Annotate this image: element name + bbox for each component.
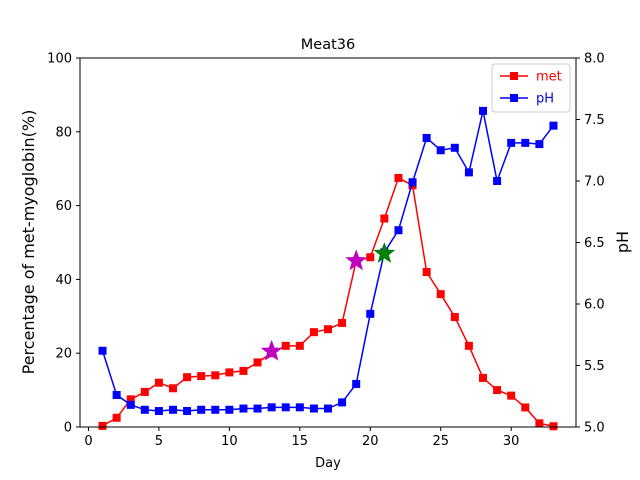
series-point-met <box>366 253 375 262</box>
series-point-ph <box>112 391 121 400</box>
series-point-ph <box>295 403 304 412</box>
series-point-met <box>309 328 318 337</box>
y-right-tick-label: 7.0 <box>584 175 605 190</box>
series-point-ph <box>140 405 149 414</box>
series-point-ph <box>183 407 192 416</box>
series-point-ph <box>338 398 347 407</box>
series-point-met <box>112 413 121 422</box>
series-point-ph <box>521 138 530 147</box>
series-point-met <box>507 391 516 400</box>
series-point-met <box>479 373 487 382</box>
y-right-tick-label: 6.5 <box>584 236 605 251</box>
series-point-ph <box>98 346 107 355</box>
x-tick-label: 30 <box>503 434 520 449</box>
y-left-tick-label: 60 <box>55 199 72 214</box>
series-point-ph <box>450 143 459 152</box>
series-point-met <box>493 386 502 395</box>
series-point-ph <box>493 177 502 185</box>
series-point-met <box>338 318 347 327</box>
series-point-met <box>450 313 459 322</box>
series-point-met <box>183 373 192 382</box>
series-point-ph <box>408 178 417 187</box>
series-point-ph <box>154 407 163 416</box>
y-axis-right-label: pH <box>613 231 632 253</box>
x-tick-label: 0 <box>84 434 92 449</box>
series-point-ph <box>225 405 234 414</box>
legend-marker-ph <box>510 94 518 102</box>
series-point-ph <box>126 400 135 409</box>
series-point-ph <box>366 309 375 318</box>
series-point-met <box>324 325 332 334</box>
x-tick-label: 15 <box>292 434 309 449</box>
series-point-ph <box>281 403 290 412</box>
y-left-tick-label: 20 <box>55 347 72 362</box>
series-point-ph <box>309 404 318 413</box>
series-point-ph <box>436 146 445 155</box>
series-point-ph <box>535 140 544 149</box>
series-point-ph <box>267 403 276 412</box>
x-tick-label: 5 <box>155 434 163 449</box>
series-point-met <box>281 341 290 350</box>
series-point-met <box>154 378 163 387</box>
series-point-met <box>211 371 220 380</box>
series-point-ph <box>422 133 431 142</box>
series-point-ph <box>394 226 403 235</box>
y-right-tick-label: 6.0 <box>584 298 605 313</box>
series-point-met <box>197 372 206 381</box>
series-point-ph <box>211 405 220 414</box>
y-right-tick-label: 5.0 <box>584 421 605 436</box>
x-tick-label: 10 <box>221 434 238 449</box>
x-tick-label: 25 <box>432 434 449 449</box>
x-tick-label: 20 <box>362 434 379 449</box>
series-point-met <box>394 173 403 182</box>
series-point-met <box>225 368 234 377</box>
series-point-ph <box>479 106 487 115</box>
series-point-met <box>380 214 389 223</box>
series-point-met <box>521 403 530 412</box>
series-point-met <box>436 290 445 299</box>
y-right-tick-label: 5.5 <box>584 359 605 374</box>
y-axis-left-label: Percentage of met-myoglobin(%) <box>19 110 38 375</box>
series-point-met <box>549 422 558 431</box>
series-point-met <box>253 358 262 367</box>
x-axis-label: Day <box>315 456 341 471</box>
chart-title: Meat36 <box>301 37 355 53</box>
series-point-ph <box>549 121 558 130</box>
legend-marker-met <box>510 72 518 80</box>
series-point-met <box>140 387 149 396</box>
star-marker <box>260 339 283 361</box>
y-left-tick-label: 0 <box>64 421 72 436</box>
star-marker <box>345 249 368 271</box>
series-point-met <box>126 395 135 404</box>
series-point-met <box>98 421 107 430</box>
series-point-met <box>239 366 248 375</box>
series-point-met <box>464 341 473 350</box>
y-right-tick-label: 7.5 <box>584 113 605 128</box>
series-point-ph <box>253 404 262 413</box>
y-right-tick-label: 8.0 <box>584 52 605 67</box>
series-point-ph <box>464 168 473 177</box>
y-left-tick-label: 100 <box>47 52 72 67</box>
series-point-met <box>295 341 304 350</box>
series-point-met <box>169 384 177 393</box>
y-left-tick-label: 80 <box>55 125 72 140</box>
series-point-ph <box>507 138 516 147</box>
legend-label-ph: pH <box>536 92 554 107</box>
series-point-met <box>535 419 544 428</box>
series-point-ph <box>324 404 332 413</box>
legend-label-met: met <box>536 70 562 85</box>
series-point-met <box>422 268 431 277</box>
series-point-ph <box>352 379 361 388</box>
series-point-ph <box>239 404 248 413</box>
series-point-ph <box>197 405 206 414</box>
y-left-tick-label: 40 <box>55 273 72 288</box>
series-point-ph <box>169 405 177 414</box>
star-marker <box>373 242 396 263</box>
plot-area: 0 5 10 15 20 25 30 0 20 40 60 80 100 5.0 5.5 6.0 6.5 7.0 7… <box>47 52 605 450</box>
